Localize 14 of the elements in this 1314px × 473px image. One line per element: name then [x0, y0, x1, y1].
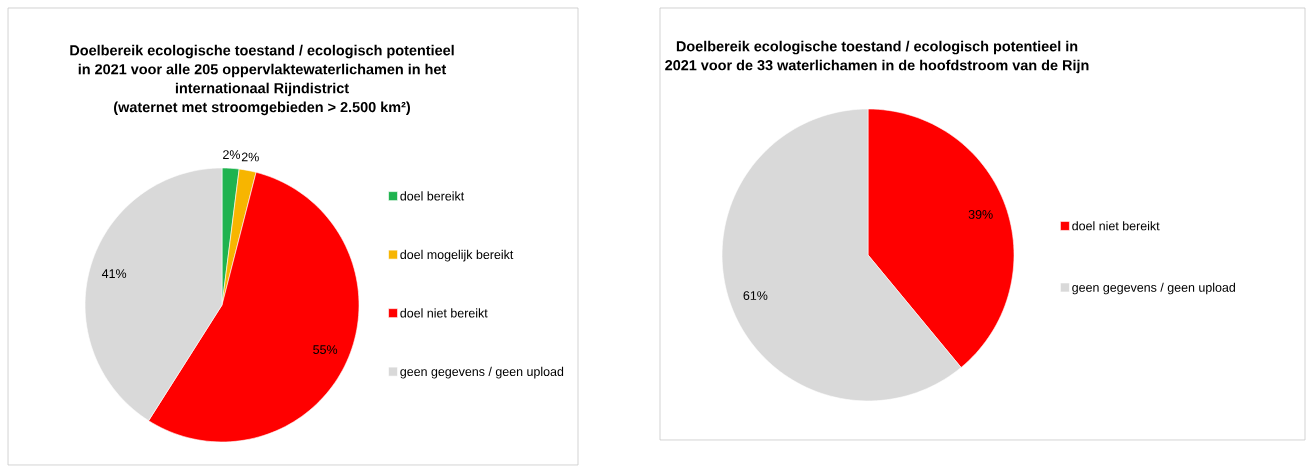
data-label: 39%	[968, 210, 993, 219]
data-label: 2%	[241, 152, 259, 162]
data-label: 41%	[101, 269, 127, 278]
chart-title: Doelbereik ecologische toestand / ecologisch potentieel in 2021 voor de 33 waterlichamen in de hoofdstroom van de Rijn	[665, 40, 1089, 74]
legend-label: doel niet bereikt	[1072, 221, 1160, 231]
legend-label: doel mogelijk bereikt	[400, 249, 514, 262]
chart-title: Doelbereik ecologische toestand / ecologisch potentieel in 2021 voor alle 205 oppervlaktewaterlichamen in het internationaal Rijndistrict (waternet met stroomgebieden > 2.500 km²)	[70, 44, 454, 116]
legend-label: geen gegevens / geen upload	[1072, 282, 1235, 295]
legend-label: doel niet bereikt	[400, 308, 488, 318]
data-label: 2%	[223, 150, 241, 159]
data-label: 61%	[743, 291, 768, 300]
data-label: 55%	[313, 345, 338, 354]
legend-label: doel bereikt	[400, 191, 465, 201]
legend-label: geen gegevens / geen upload	[400, 366, 564, 379]
